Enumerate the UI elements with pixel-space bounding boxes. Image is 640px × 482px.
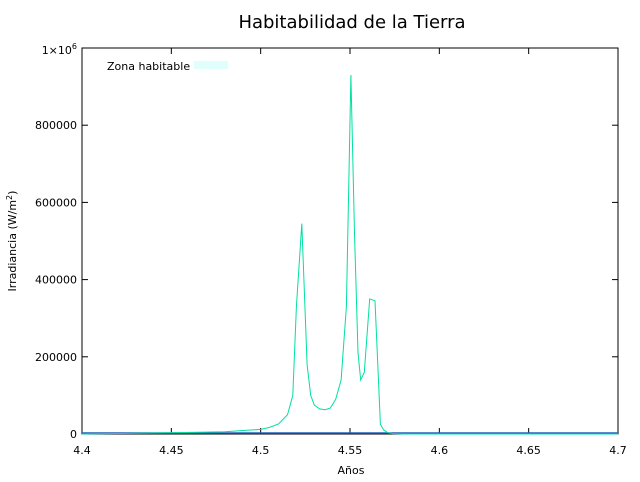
y-tick-top-base: 1×10 [42, 44, 72, 57]
y-axis-label-superscript: 2 [5, 195, 14, 200]
y-tick-top-exponent: 6 [72, 42, 77, 51]
y-axis-label: Irradiancia (W/m2) [5, 191, 19, 292]
x-tick-label-5: 4.65 [516, 444, 541, 457]
y-tick-label-1: 200000 [35, 351, 77, 364]
y-tick-label-4: 800000 [35, 119, 77, 132]
legend-swatch [194, 61, 228, 69]
y-tick-label-3: 600000 [35, 196, 77, 209]
chart-title: Habitabilidad de la Tierra [238, 12, 465, 33]
x-tick-label-4: 4.6 [431, 444, 449, 457]
legend: Zona habitable [107, 60, 228, 73]
x-tick-label-6: 4.7 [609, 444, 627, 457]
x-axis-label: Años [338, 464, 365, 477]
y-tick-label-top: 1×106 [42, 42, 77, 57]
x-tick-label-2: 4.5 [252, 444, 270, 457]
series-line-0 [81, 74, 618, 435]
legend-label: Zona habitable [107, 60, 190, 73]
y-tick-label-2: 400000 [35, 274, 77, 287]
y-axis-label-main: Irradiancia (W/m [6, 200, 19, 292]
x-tick-label-0: 4.4 [73, 444, 91, 457]
x-tick-label-1: 4.45 [159, 444, 184, 457]
y-axis-label-tail: ) [6, 191, 19, 195]
x-tick-label-3: 4.55 [338, 444, 363, 457]
y-tick-label-0: 0 [70, 428, 77, 441]
